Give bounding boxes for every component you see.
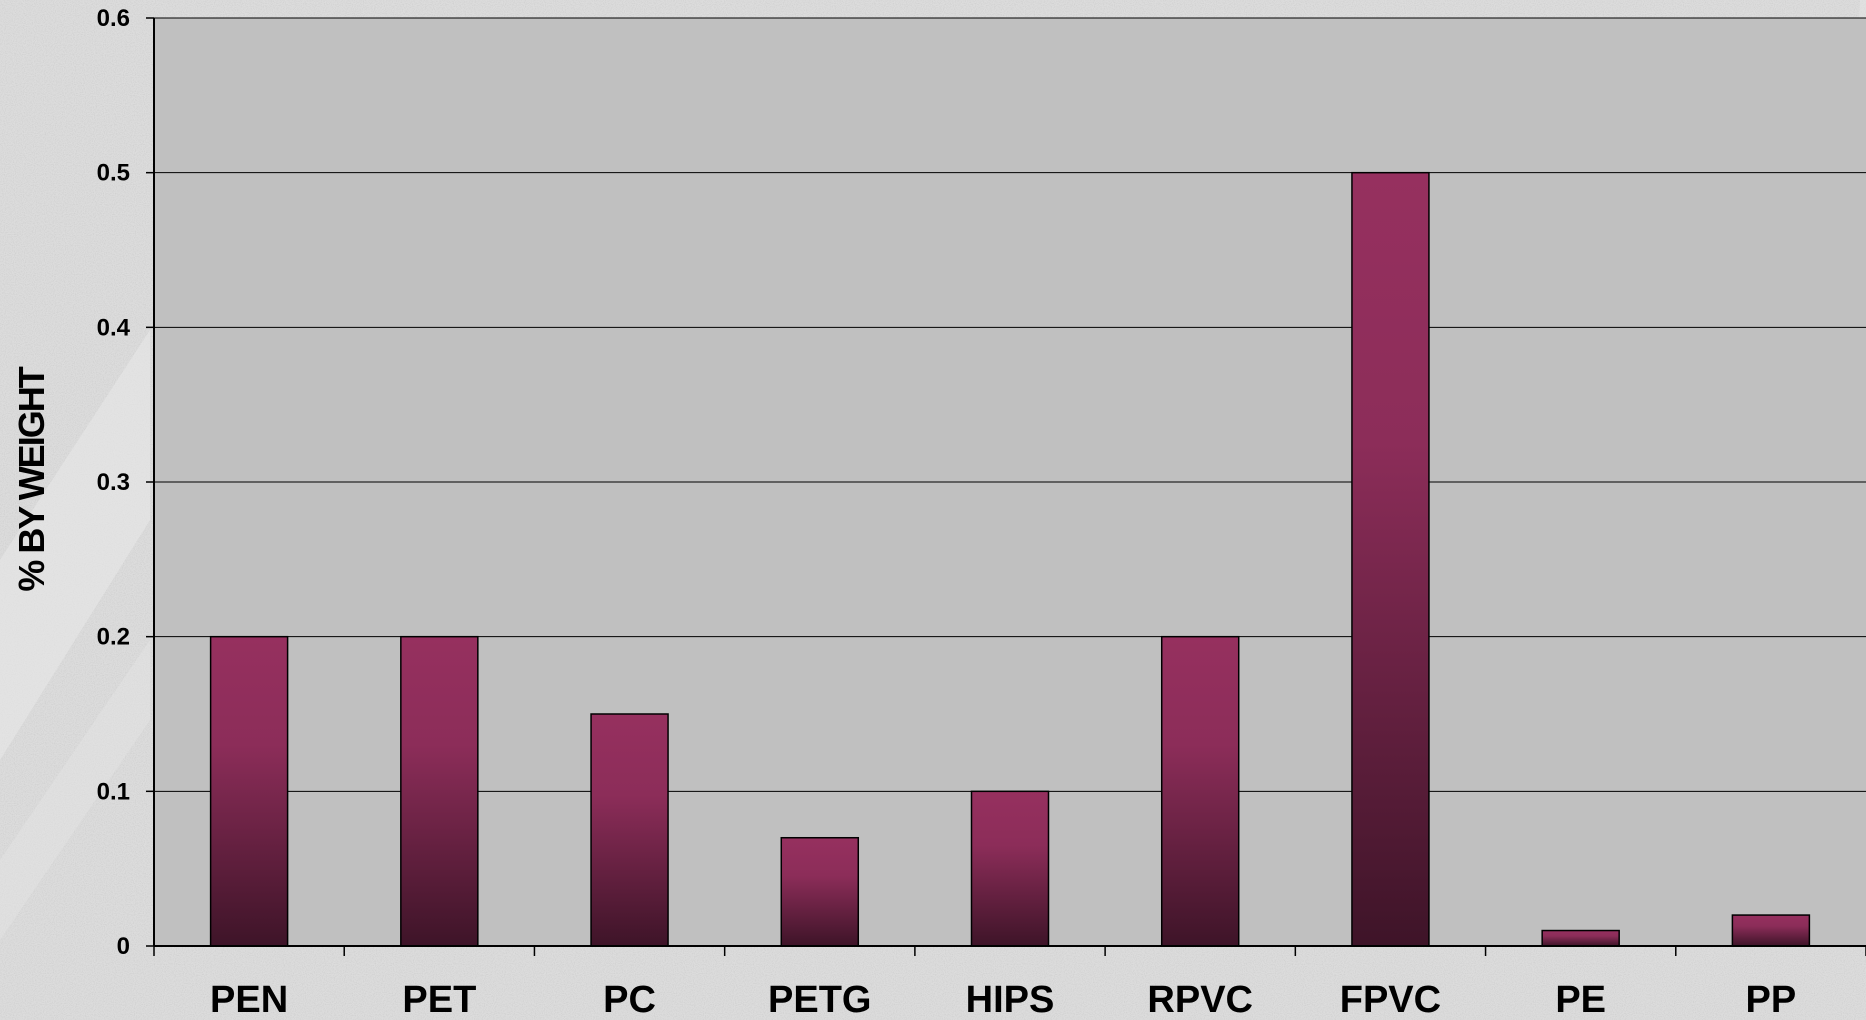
bars <box>209 171 1811 947</box>
y-tick-label: 0.5 <box>97 160 130 187</box>
bar-pet <box>400 635 479 947</box>
x-tick-labels: PEN PET PC PETG HIPS RPVC FPVC PE PP <box>210 979 1796 1020</box>
bar-pen <box>209 635 289 947</box>
bar-pc <box>590 713 669 947</box>
x-tick-label: PET <box>402 979 476 1020</box>
x-tick-label: PP <box>1746 979 1797 1020</box>
x-tick-label: FPVC <box>1340 979 1441 1020</box>
x-tick-label: PE <box>1555 979 1606 1020</box>
y-axis-title: % BY WEIGHT <box>11 366 52 591</box>
y-tick-label: 0.2 <box>97 624 130 651</box>
bar-fpvc <box>1351 171 1430 947</box>
x-tick-label: RPVC <box>1147 979 1253 1020</box>
bar-petg <box>780 836 860 947</box>
y-tick-labels: 0 0.1 0.2 0.3 0.4 0.5 0.6 <box>97 5 154 960</box>
x-tick-label: PC <box>603 979 656 1020</box>
y-tick-label: 0.3 <box>97 469 130 496</box>
bar-hips <box>970 790 1050 947</box>
y-tick-label: 0.1 <box>97 778 130 805</box>
bar-pe <box>1541 929 1620 947</box>
y-tick-label: 0.4 <box>97 314 131 341</box>
y-tick-label: 0 <box>117 933 130 960</box>
x-tick-label: PETG <box>768 979 871 1020</box>
x-tick-label: PEN <box>210 979 288 1020</box>
bar-rpvc <box>1160 635 1240 947</box>
bar-pp <box>1731 914 1811 947</box>
x-tick-label: HIPS <box>966 979 1055 1020</box>
y-tick-label: 0.6 <box>97 5 130 32</box>
